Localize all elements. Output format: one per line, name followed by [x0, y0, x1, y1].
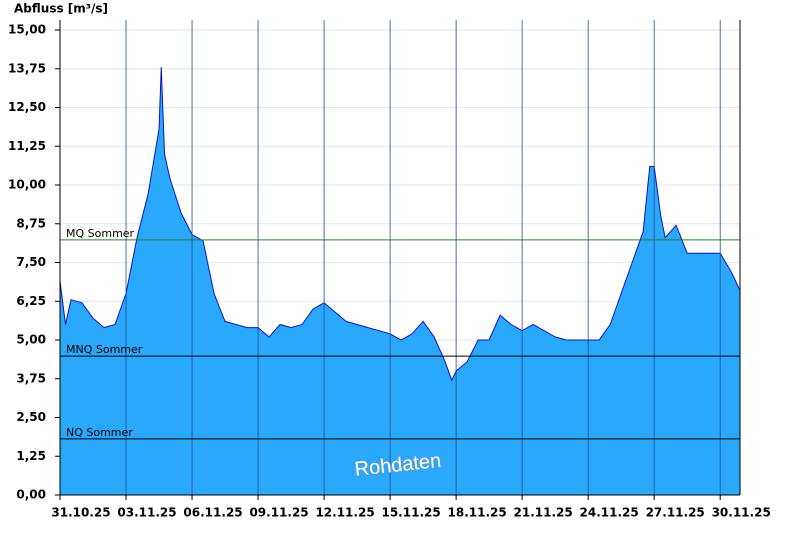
area — [60, 67, 740, 495]
x-tick-label: 12.11.25 — [315, 506, 374, 520]
x-tick-label: 21.11.25 — [514, 506, 573, 520]
y-tick-label: 5,00 — [16, 333, 46, 347]
y-tick-label: 15,00 — [8, 23, 46, 37]
y-tick-label: 13,75 — [8, 61, 46, 75]
y-tick-label: 2,50 — [16, 410, 46, 424]
y-tick-label: 8,75 — [16, 216, 46, 230]
x-tick-label: 06.11.25 — [183, 506, 242, 520]
x-tick-label: 31.10.25 — [51, 506, 110, 520]
x-tick-label: 09.11.25 — [249, 506, 308, 520]
x-tick-label: 24.11.25 — [580, 506, 639, 520]
y-tick-label: 1,25 — [16, 449, 46, 463]
line — [59, 67, 741, 382]
y-tick-label: 10,00 — [8, 178, 46, 192]
reference-label: MNQ Sommer — [66, 343, 143, 356]
x-tick-label: 27.11.25 — [646, 506, 705, 520]
y-tick-label: 11,25 — [8, 139, 46, 153]
reference-label: NQ Sommer — [66, 426, 133, 439]
x-tick-label: 18.11.25 — [448, 506, 507, 520]
y-axis-title: Abfluss [m³/s] — [14, 2, 108, 16]
reference-label: MQ Sommer — [66, 227, 135, 240]
y-tick-label: 0,00 — [16, 488, 46, 502]
y-tick-label: 12,50 — [8, 100, 46, 114]
x-tick-label: 03.11.25 — [117, 506, 176, 520]
y-tick-label: 6,25 — [16, 294, 46, 308]
x-tick-label: 30.11.25 — [712, 506, 771, 520]
x-tick-label: 15.11.25 — [381, 506, 440, 520]
y-tick-label: 3,75 — [16, 371, 46, 385]
y-tick-label: 7,50 — [16, 255, 46, 269]
